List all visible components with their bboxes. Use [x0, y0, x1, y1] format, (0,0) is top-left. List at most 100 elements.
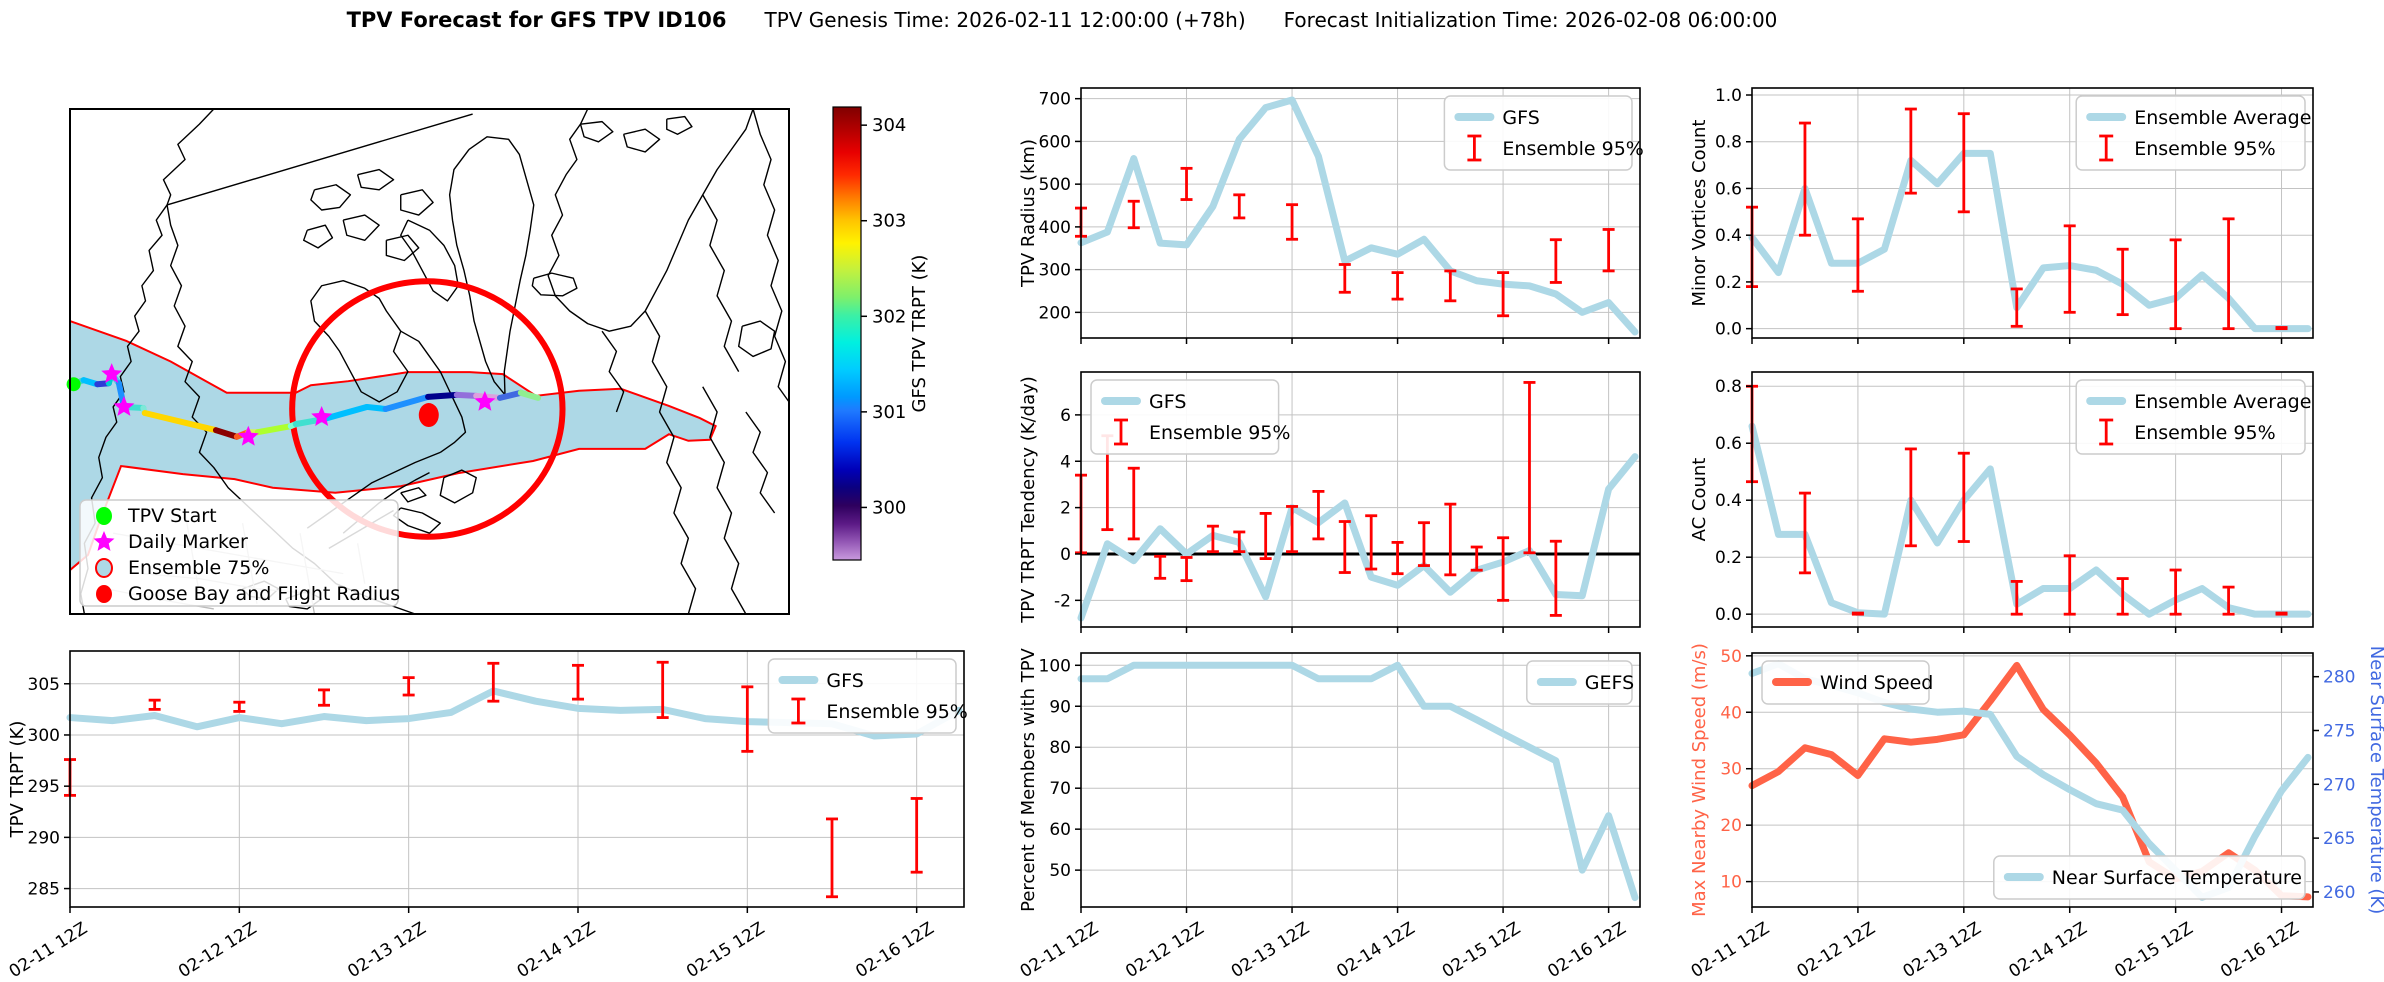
colorbar-tick-label: 302 — [872, 306, 906, 327]
legend-radius-ne: GFS Ensemble 95% — [1443, 95, 1644, 171]
map-legend-label: Goose Bay and Flight Radius — [128, 583, 400, 605]
y-tick-label: -2 — [1054, 591, 1071, 611]
daily-marker-star — [237, 425, 259, 446]
legend-label: GFS — [1502, 107, 1539, 129]
x-tick-label: 02-12 12Z — [1794, 918, 1879, 982]
right-y-tick-label: 265 — [2323, 829, 2355, 849]
y-tick-label: 70 — [1049, 779, 1071, 799]
y-tick-label: 300 — [1039, 261, 1071, 281]
y-tick-label: 1.0 — [1715, 86, 1742, 106]
y-tick-label: 0.2 — [1715, 273, 1742, 293]
title-genesis-time: TPV Genesis Time: 2026-02-11 12:00:00 (+… — [764, 8, 1246, 32]
colorbar-tick-label: 301 — [872, 402, 906, 423]
y-axis-label-percent-members: Percent of Members with TPV — [1018, 647, 1039, 911]
panel-radius: 200 300 400 500 600 700 TPV Radius (km) GFS Ense… — [1018, 87, 1644, 344]
map-legend: TPV Start Daily Marker Ensemble 75% Goose B… — [79, 499, 400, 607]
legend-label: Ensemble Average — [2134, 107, 2311, 129]
y-tick-label: 500 — [1039, 175, 1071, 195]
y-tick-label: 600 — [1039, 132, 1071, 152]
y-axis-label-wind-temp: Max Nearby Wind Speed (m/s) — [1689, 643, 1710, 917]
x-tick-label: 02-16 12Z — [852, 918, 937, 982]
map-legend-label: TPV Start — [127, 505, 217, 527]
y-tick-label: 30 — [1720, 760, 1742, 780]
series-gfs — [1077, 96, 1639, 336]
y-tick-label: 0.2 — [1715, 548, 1742, 568]
y-tick-label: 50 — [1720, 647, 1742, 667]
daily-marker-star — [113, 395, 135, 416]
y-tick-label: 305 — [28, 675, 60, 695]
y-axis-label-minor-vortices: Minor Vortices Count — [1689, 120, 1710, 307]
right-y-tick-label: 275 — [2323, 721, 2355, 741]
legend-label: Ensemble 95% — [1149, 422, 1290, 444]
y-tick-label: 10 — [1720, 873, 1742, 893]
panel-trpt: 285 290 295 300 305 02-11 12Z 02-12 12Z 02-13 1… — [6, 650, 968, 982]
x-tick-label: 02-11 12Z — [1688, 918, 1773, 982]
y-tick-label: 100 — [1039, 656, 1071, 676]
series-gefs — [1077, 661, 1639, 902]
x-tick-label: 02-14 12Z — [2005, 918, 2090, 982]
daily-marker-star — [311, 406, 333, 426]
y-tick-label: 90 — [1049, 697, 1071, 717]
colorbar-axis-label: GFS TPV TRPT (K) — [909, 255, 930, 413]
y-tick-label: 290 — [28, 828, 60, 848]
x-tick-label: 02-11 12Z — [1017, 918, 1102, 982]
colorbar-tick-label: 304 — [872, 115, 906, 136]
y-tick-label: 4 — [1060, 452, 1071, 472]
figure-title: TPV Forecast for GFS TPV ID106 TPV Genes… — [347, 8, 1778, 32]
right-y-axis-label: Near Surface Temperature (K) — [2366, 646, 2384, 915]
ensemble-95-bars — [1075, 381, 1562, 617]
y-axis-label-radius: TPV Radius (km) — [1018, 139, 1039, 288]
legend-label: GEFS — [1585, 672, 1634, 694]
legend-minor-vortices-ne: Ensemble Average Ensemble 95% — [2075, 95, 2311, 171]
x-tick-label: 02-15 12Z — [683, 918, 768, 982]
y-tick-label: 60 — [1049, 820, 1071, 840]
x-tick-label: 02-15 12Z — [1439, 918, 1524, 982]
map-coastlines — [80, 108, 790, 615]
legend-wind-temp-nw: Wind Speed — [1761, 660, 1933, 705]
legend-percent-members-ne: GEFS — [1526, 660, 1634, 705]
right-y-tick-label: 280 — [2323, 668, 2355, 688]
x-tick-label: 02-15 12Z — [2111, 918, 2196, 982]
y-tick-label: 0 — [1060, 545, 1071, 565]
ensemble-95-bars — [1746, 384, 2288, 616]
y-tick-label: 20 — [1720, 816, 1742, 836]
map-panel: TPV Start Daily Marker Ensemble 75% Goose B… — [66, 108, 790, 615]
y-tick-label: 0.8 — [1715, 133, 1742, 153]
x-tick-label: 02-14 12Z — [514, 918, 599, 982]
panel-tendency: -2 0 2 4 6 TPV TRPT Tendency (K/day) GFS Ensemb… — [1018, 371, 1641, 633]
y-tick-label: 0.6 — [1715, 434, 1742, 454]
legend-tendency-nw: GFS Ensemble 95% — [1090, 379, 1290, 455]
gridlines — [69, 651, 964, 907]
legend-label: Ensemble 95% — [826, 701, 967, 723]
map-legend-label: Ensemble 75% — [128, 557, 269, 579]
map-legend-label: Daily Marker — [128, 531, 248, 553]
goose-bay-marker — [418, 403, 439, 428]
ensemble-95-bars — [1075, 166, 1615, 318]
daily-marker-star — [101, 363, 123, 384]
x-tick-label: 02-16 12Z — [1544, 918, 1629, 982]
series-ensemble-average — [1748, 149, 2312, 333]
y-tick-label: 40 — [1720, 703, 1742, 723]
legend-label: Ensemble Average — [2134, 391, 2311, 413]
legend-label: Wind Speed — [1820, 672, 1933, 694]
flight-radius-circle — [289, 278, 566, 540]
series-gfs — [1077, 453, 1639, 622]
y-tick-label: 285 — [28, 880, 60, 900]
y-tick-label: 6 — [1060, 406, 1071, 426]
right-y-tick-label: 270 — [2323, 775, 2355, 795]
y-tick-label: 2 — [1060, 499, 1071, 519]
x-tick-label: 02-13 12Z — [1900, 918, 1985, 982]
colorbar: 300 301 302 303 304 GFS TPV TRPT (K) — [832, 106, 930, 561]
y-axis-label-ac-count: AC Count — [1689, 458, 1710, 542]
y-tick-label: 0.6 — [1715, 179, 1742, 199]
x-tick-label: 02-16 12Z — [2217, 918, 2302, 982]
y-tick-label: 0.0 — [1715, 320, 1742, 340]
legend-label: Near Surface Temperature — [2052, 867, 2302, 889]
ensemble-95-bars — [64, 660, 923, 899]
panel-percent-members: 50 60 70 80 90 100 02-11 12Z 02-12 12Z 02-13 12Z… — [1017, 647, 1641, 982]
panel-wind-temp: 10 20 30 40 50 260 265 270 275 280 02-11 12Z 02-12 … — [1688, 643, 2384, 982]
y-axis-label-trpt: TPV TRPT (K) — [7, 721, 28, 839]
x-tick-label: 02-13 12Z — [344, 918, 429, 982]
